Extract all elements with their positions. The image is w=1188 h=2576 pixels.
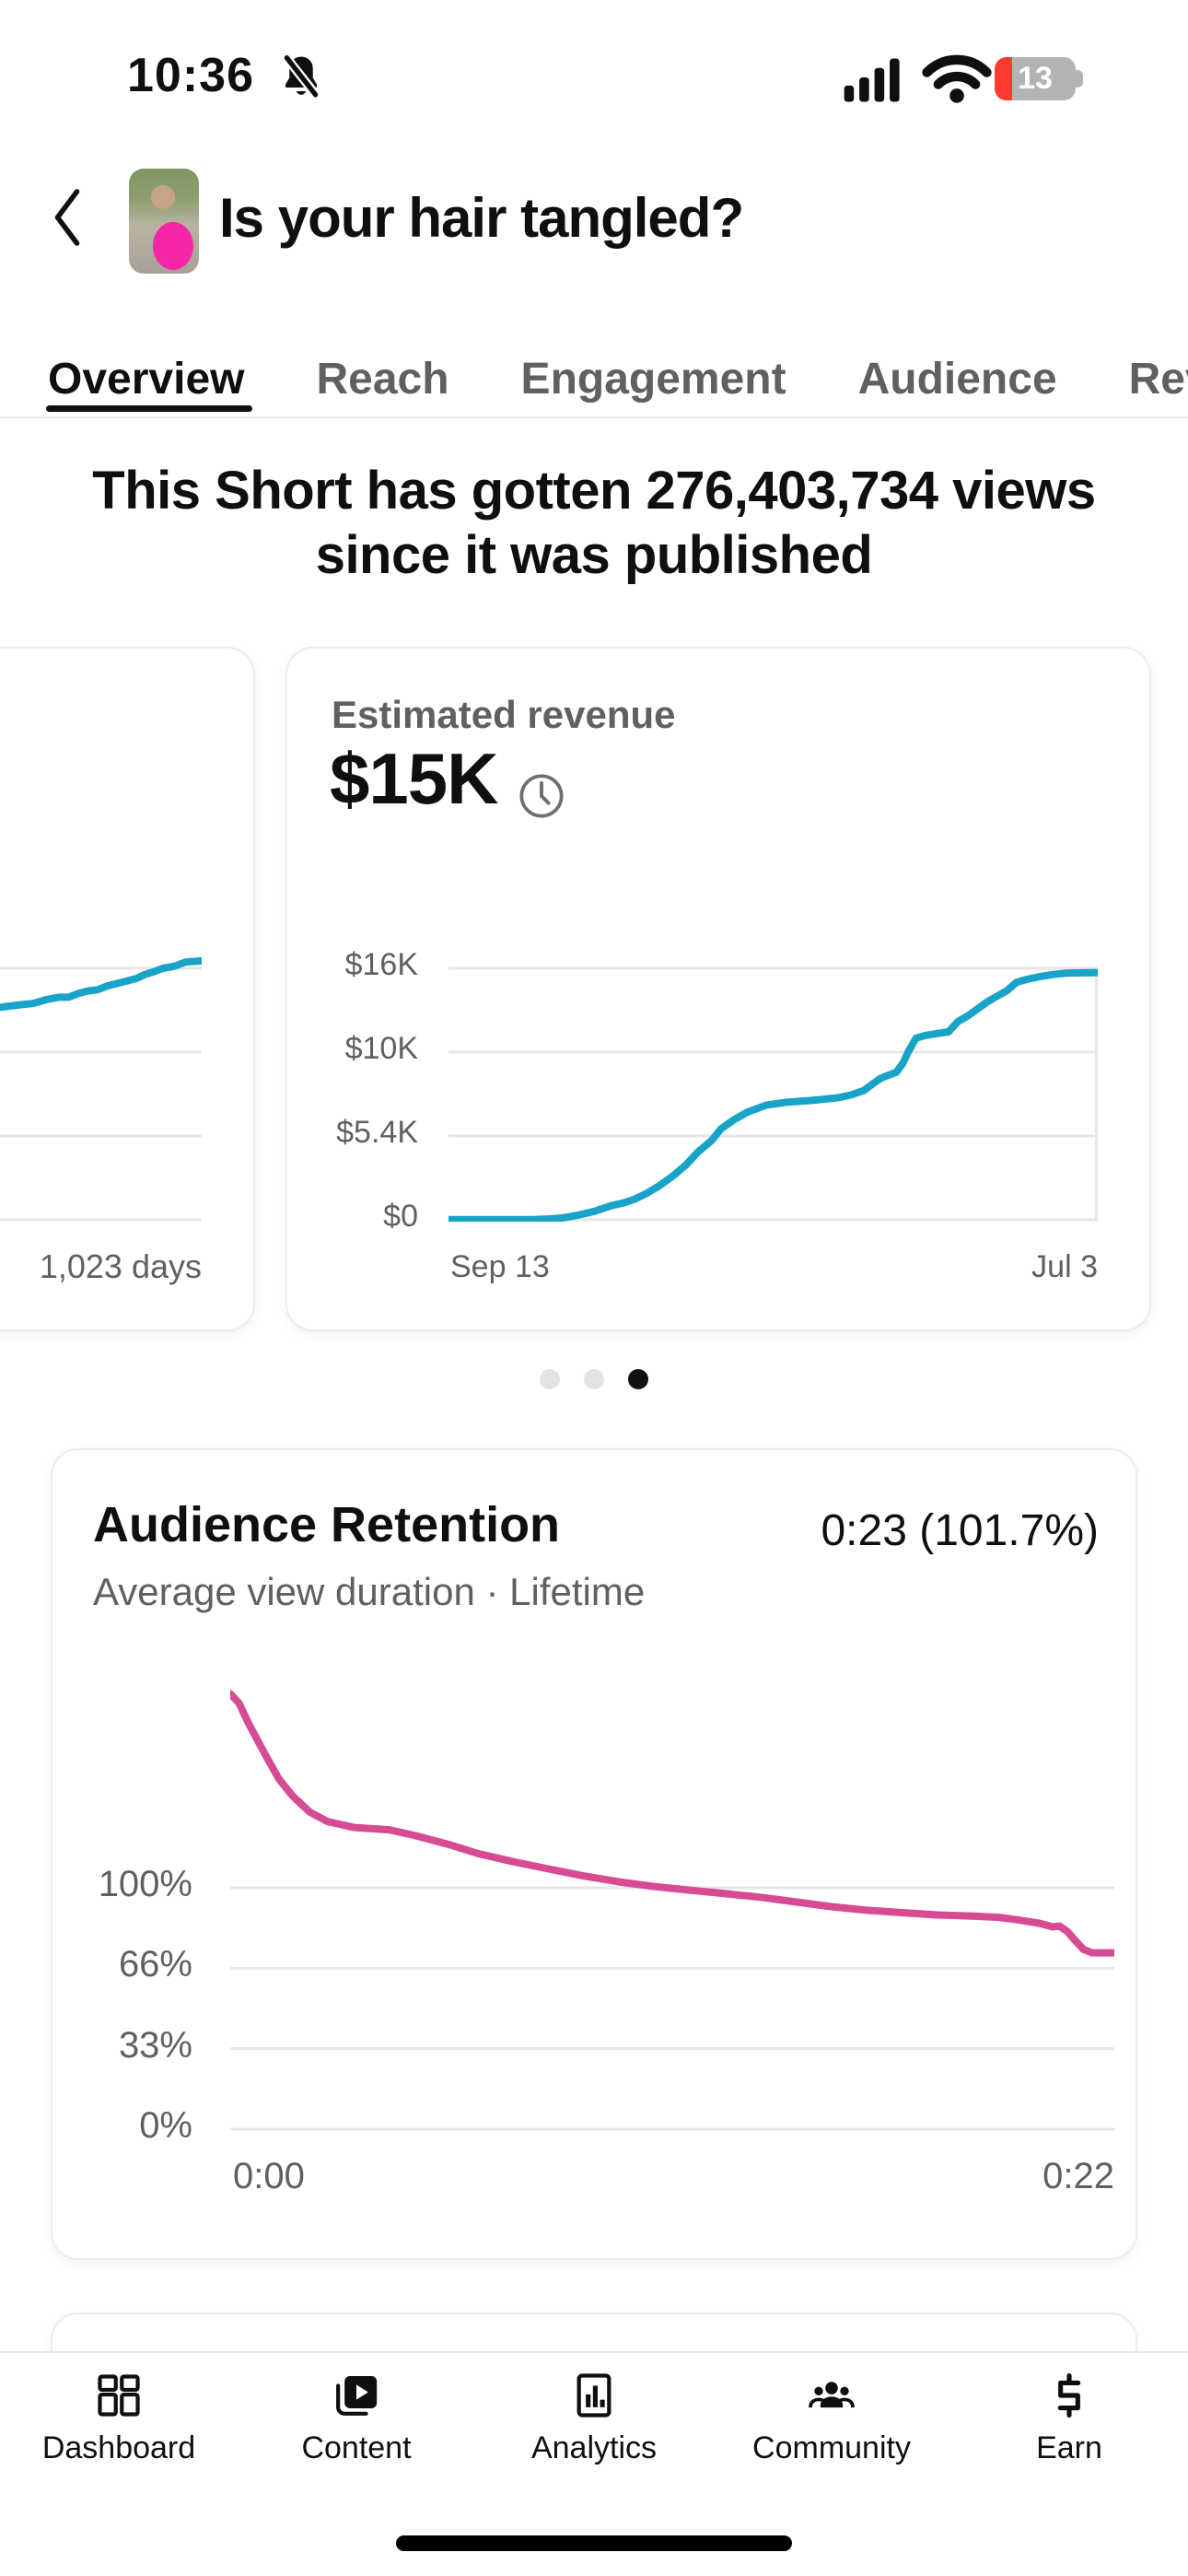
nav-item-earn[interactable]: Earn xyxy=(950,2353,1188,2576)
thumbnail-pink-shape xyxy=(153,222,193,270)
tab-bar-divider xyxy=(0,416,1188,418)
nav-item-content[interactable]: Content xyxy=(238,2353,475,2576)
carousel-dot-1[interactable] xyxy=(540,1369,560,1389)
nav-item-community[interactable]: Community xyxy=(713,2353,950,2576)
tab-revenue[interactable]: Revenue xyxy=(1128,355,1188,404)
revenue-card-title: Estimated revenue xyxy=(332,693,676,736)
cellular-signal-icon xyxy=(844,58,900,102)
carousel-dot-2[interactable] xyxy=(584,1369,604,1389)
revenue-ytick-10k: $10K xyxy=(344,1031,418,1066)
battery-fill xyxy=(995,57,1012,100)
revenue-card-value: $15K xyxy=(330,738,498,819)
nav-item-dashboard[interactable]: Dashboard xyxy=(0,2353,238,2576)
retention-card-title: Audience Retention xyxy=(93,1497,561,1552)
revenue-ytick-16k: $16K xyxy=(344,947,418,982)
video-thumbnail[interactable] xyxy=(129,169,199,274)
nav-label-content: Content xyxy=(301,2430,412,2465)
analytics-tab-bar: Overview Reach Engagement Audience Reven… xyxy=(0,343,1188,416)
retention-ytick-0: 0% xyxy=(139,2105,192,2146)
estimated-revenue-card[interactable]: Estimated revenue $15K $16K $10K $5.4K $… xyxy=(285,647,1151,1331)
audience-retention-card[interactable]: Audience Retention 0:23 (101.7%) Average… xyxy=(51,1448,1137,2260)
status-time: 10:36 xyxy=(127,49,254,102)
revenue-ytick-5k4: $5.4K xyxy=(336,1115,418,1150)
revenue-line-chart xyxy=(448,966,1098,1222)
earn-icon xyxy=(1057,2372,1081,2418)
clock-icon xyxy=(519,774,564,818)
retention-ytick-33: 33% xyxy=(118,2025,192,2066)
retention-card-subtitle: Average view duration · Lifetime xyxy=(93,1570,646,1613)
wifi-icon xyxy=(922,54,992,103)
tab-reach[interactable]: Reach xyxy=(316,355,449,404)
views-headline: This Short has gotten 276,403,734 views … xyxy=(92,461,1096,585)
carousel-dot-3[interactable] xyxy=(628,1369,648,1389)
page-title: Is your hair tangled? xyxy=(219,187,744,249)
retention-ytick-66: 66% xyxy=(118,1944,192,1985)
battery-percent: 13 xyxy=(1018,61,1053,96)
community-icon xyxy=(809,2382,855,2408)
retention-ytick-100: 100% xyxy=(98,1864,192,1904)
bell-slash-icon xyxy=(282,53,320,100)
home-indicator[interactable] xyxy=(396,2535,792,2551)
revenue-xtick-start: Sep 13 xyxy=(450,1249,550,1284)
analytics-icon xyxy=(577,2373,611,2418)
tab-overview[interactable]: Overview xyxy=(48,355,245,404)
views-card-partial[interactable]: 1,023 days xyxy=(0,647,255,1331)
active-tab-underline xyxy=(46,405,252,412)
thumbnail-person xyxy=(151,185,175,209)
back-button[interactable] xyxy=(48,184,87,251)
nav-item-analytics[interactable]: Analytics xyxy=(475,2353,713,2576)
battery-icon: 13 xyxy=(995,57,1083,100)
tab-engagement[interactable]: Engagement xyxy=(520,355,786,404)
content-icon xyxy=(336,2376,378,2416)
revenue-ytick-0: $0 xyxy=(383,1199,418,1234)
nav-label-community: Community xyxy=(752,2430,911,2465)
views-card-xlabel: 1,023 days xyxy=(39,1247,202,1285)
nav-label-dashboard: Dashboard xyxy=(41,2430,196,2465)
retention-xtick-start: 0:00 xyxy=(233,2156,305,2196)
nav-label-earn: Earn xyxy=(1036,2430,1102,2465)
carousel-dots xyxy=(0,1369,1188,1389)
nav-label-analytics: Analytics xyxy=(530,2430,658,2465)
retention-xtick-end: 0:22 xyxy=(1042,2156,1114,2196)
battery-nub xyxy=(1076,70,1083,88)
dashboard-icon xyxy=(98,2374,140,2417)
revenue-xtick-end: Jul 3 xyxy=(1031,1249,1098,1284)
retention-line-chart xyxy=(230,1690,1114,2131)
retention-card-value: 0:23 (101.7%) xyxy=(821,1506,1099,1555)
views-sparkline-chart xyxy=(0,956,202,1222)
tab-audience[interactable]: Audience xyxy=(857,355,1057,404)
